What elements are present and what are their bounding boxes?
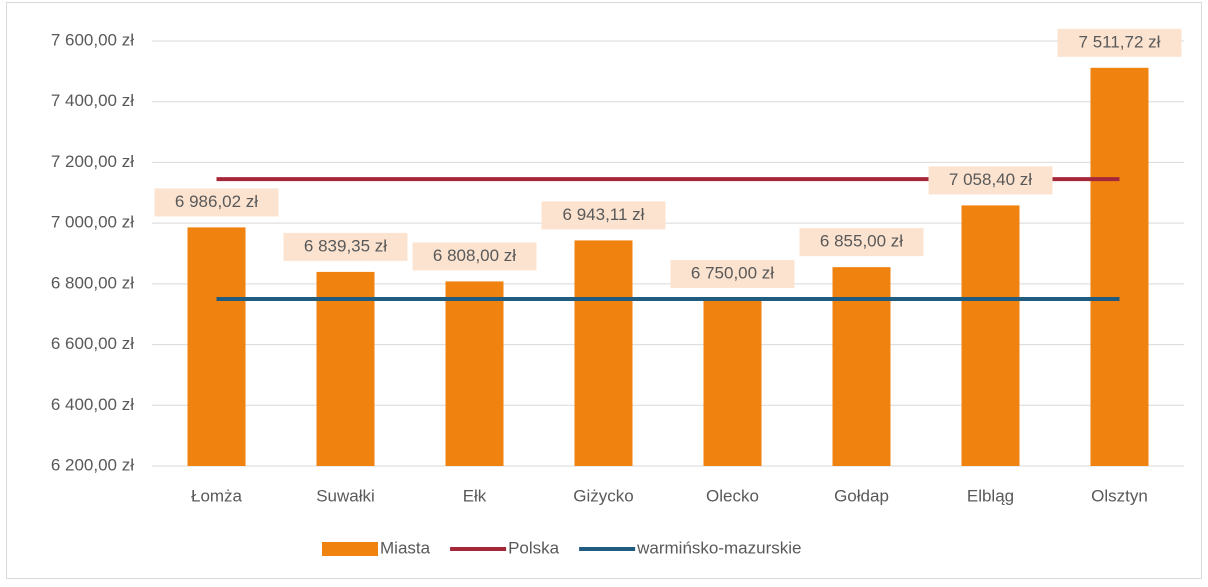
bar <box>316 271 375 466</box>
data-label-box <box>283 232 408 261</box>
y-tick-label: 7 600,00 zł <box>51 30 134 49</box>
data-label-box <box>412 242 537 271</box>
x-tick-label: Ełk <box>463 486 487 505</box>
bar <box>703 299 762 466</box>
bar <box>445 281 504 466</box>
legend-label: warmińsko-mazurskie <box>636 538 801 557</box>
x-tick-label: Łomża <box>191 486 243 505</box>
data-label-box <box>154 188 279 217</box>
data-label: 6 943,11 zł <box>563 205 645 224</box>
data-label: 6 750,00 zł <box>691 264 774 283</box>
bar <box>187 227 246 466</box>
data-label-box <box>1057 28 1182 57</box>
bar <box>832 267 891 466</box>
bar <box>961 205 1020 466</box>
legend-label: Polska <box>508 538 560 557</box>
x-tick-label: Olecko <box>706 486 759 505</box>
y-tick-label: 7 200,00 zł <box>51 152 134 171</box>
y-tick-label: 6 400,00 zł <box>51 395 134 414</box>
x-tick-label: Olsztyn <box>1091 486 1148 505</box>
y-tick-label: 6 800,00 zł <box>51 273 134 292</box>
bar <box>1090 67 1149 466</box>
data-label: 7 511,72 zł <box>1079 32 1161 51</box>
data-label-box <box>928 166 1053 195</box>
data-label-box <box>541 201 666 230</box>
data-label: 7 058,40 zł <box>949 170 1032 189</box>
x-tick-label: Elbląg <box>967 486 1014 505</box>
y-tick-label: 7 000,00 zł <box>51 213 134 232</box>
bar <box>574 240 633 466</box>
data-label: 6 986,02 zł <box>175 192 258 211</box>
x-tick-label: Gołdap <box>834 486 889 505</box>
x-tick-label: Suwałki <box>316 486 375 505</box>
legend-label: Miasta <box>380 538 431 557</box>
y-tick-label: 7 400,00 zł <box>51 91 134 110</box>
data-label: 6 855,00 zł <box>820 232 903 251</box>
data-label: 6 808,00 zł <box>433 246 516 265</box>
data-label-box <box>670 260 795 289</box>
y-tick-label: 6 600,00 zł <box>51 334 134 353</box>
data-label: 6 839,35 zł <box>304 236 387 255</box>
legend-swatch <box>322 542 378 556</box>
x-tick-label: Giżycko <box>573 486 633 505</box>
y-tick-label: 6 200,00 zł <box>51 455 134 474</box>
data-label-box <box>799 228 924 257</box>
